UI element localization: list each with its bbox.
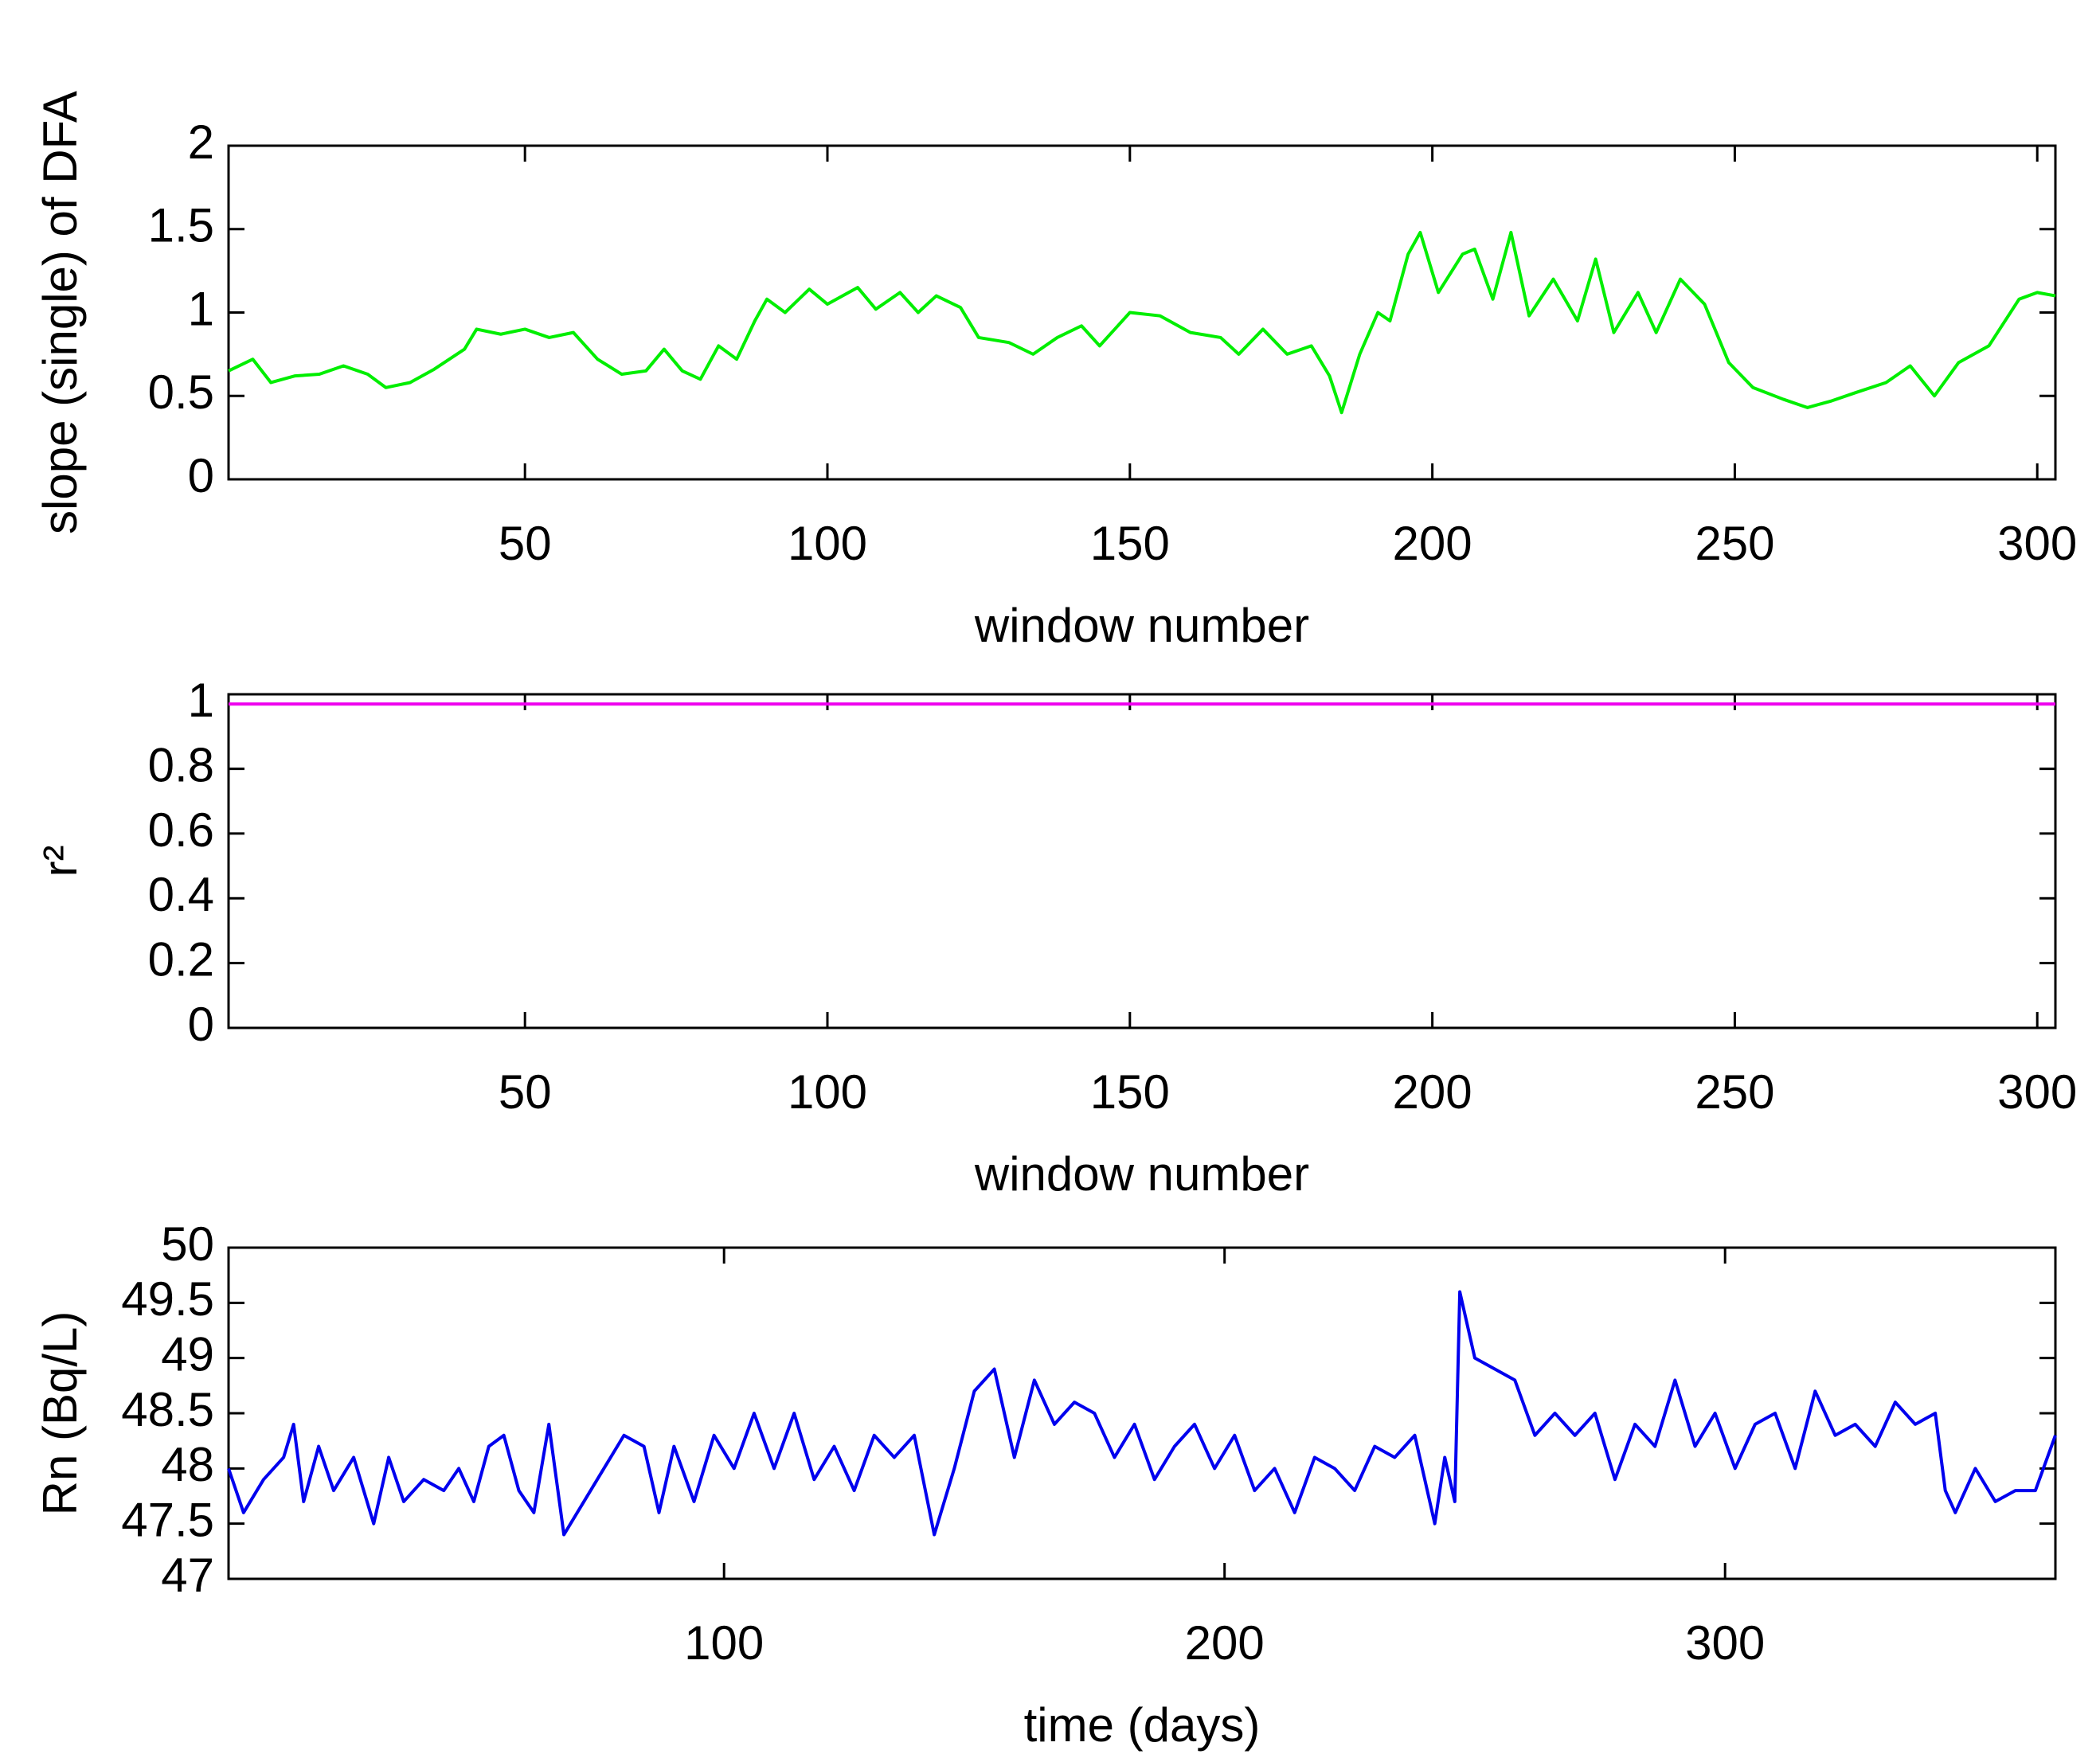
x-tick-label: 300 <box>1997 1065 2077 1119</box>
y-axis-label: Rn (Bq/L) <box>33 1311 87 1516</box>
y-tick-label: 47.5 <box>121 1494 214 1547</box>
plot-frame <box>227 1246 2057 1580</box>
y-tick-label: 0.4 <box>148 868 214 921</box>
x-tick-label: 200 <box>1393 517 1472 570</box>
x-tick-label: 200 <box>1185 1616 1265 1670</box>
y-tick-label: 0 <box>188 998 214 1051</box>
y-tick-label: 2 <box>188 115 214 169</box>
y-tick-label: 0.6 <box>148 803 214 857</box>
y-axis-label: slope (single) of DFA <box>33 91 87 534</box>
y-tick-label: 1 <box>188 282 214 335</box>
x-tick-label: 100 <box>684 1616 764 1670</box>
x-tick-label: 100 <box>788 517 867 570</box>
x-axis-label: window number <box>974 599 1309 652</box>
y-tick-label: 0.8 <box>148 738 214 791</box>
x-tick-label: 300 <box>1685 1616 1765 1670</box>
y-tick-label: 1 <box>188 674 214 727</box>
y-tick-label: 49.5 <box>121 1272 214 1326</box>
x-tick-label: 200 <box>1393 1065 1472 1119</box>
y-tick-label: 48.5 <box>121 1383 214 1436</box>
x-tick-label: 50 <box>499 517 552 570</box>
x-tick-label: 300 <box>1997 517 2077 570</box>
data-line <box>227 1290 2057 1537</box>
y-axis-label: r² <box>33 846 87 877</box>
y-tick-label: 0 <box>188 449 214 502</box>
data-line <box>228 230 2056 415</box>
x-tick-label: 100 <box>788 1065 867 1119</box>
x-tick-label: 250 <box>1695 1065 1774 1119</box>
y-tick-label: 48 <box>161 1438 214 1491</box>
y-tick-label: 0.5 <box>148 365 214 419</box>
x-tick-label: 250 <box>1695 517 1774 570</box>
y-tick-label: 50 <box>161 1217 214 1271</box>
x-tick-label: 50 <box>499 1065 552 1119</box>
plot-frame <box>227 693 2057 1029</box>
y-tick-label: 47 <box>161 1549 214 1602</box>
x-tick-label: 150 <box>1090 517 1170 570</box>
y-tick-label: 1.5 <box>148 199 214 252</box>
x-tick-label: 150 <box>1090 1065 1170 1119</box>
x-axis-label: time (days) <box>1024 1698 1261 1752</box>
y-tick-label: 49 <box>161 1328 214 1381</box>
y-tick-label: 0.2 <box>148 932 214 986</box>
x-axis-label: window number <box>974 1147 1309 1201</box>
